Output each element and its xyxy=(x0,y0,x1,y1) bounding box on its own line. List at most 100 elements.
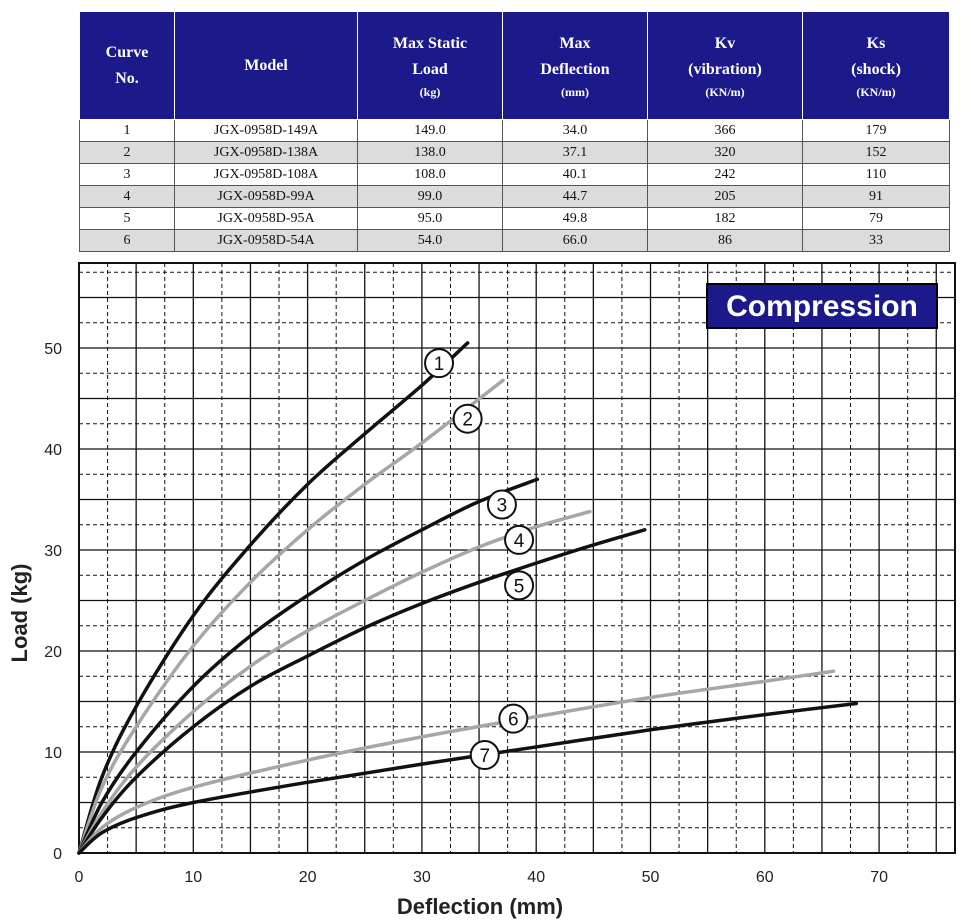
curve-2 xyxy=(77,378,505,855)
curve-6-label: 6 xyxy=(508,710,519,731)
x-tick-label: 0 xyxy=(75,869,84,886)
load-deflection-chart: 0 10 20 30 40 50 60 70 0 10 20 30 40 50 1 2 34 5 67 Compr… xyxy=(7,262,956,919)
table-cell: 179 xyxy=(802,119,950,142)
table-cell: 108.0 xyxy=(357,163,503,186)
y-tick-label: 20 xyxy=(44,644,62,661)
table-cell: 152 xyxy=(802,141,950,164)
table-cell: 110 xyxy=(802,163,950,186)
table-header-cell: Curve No. xyxy=(79,11,175,120)
table-cell: JGX-0958D-149A xyxy=(174,119,358,142)
table-cell: 49.8 xyxy=(502,207,648,230)
curve-7-label-circle xyxy=(469,740,500,771)
y-tick-label: 0 xyxy=(53,846,62,863)
x-tick-label: 60 xyxy=(756,869,774,886)
table-header-unit: (KN/m) xyxy=(705,84,745,99)
chart-grid xyxy=(78,262,956,854)
plot-frame xyxy=(78,262,956,854)
curve-1-label-circle xyxy=(424,348,455,379)
curve-4-label: 4 xyxy=(514,531,525,552)
curve-1 xyxy=(77,341,470,855)
curve-2-label: 2 xyxy=(462,410,473,431)
table-cell: 44.7 xyxy=(502,185,648,208)
table-header-text: (shock) xyxy=(851,60,901,78)
table-row: 1 JGX-0958D-149A 149.0 34.0 366 179 xyxy=(79,119,950,142)
curve-5-label: 5 xyxy=(514,576,525,597)
table-cell: 366 xyxy=(647,119,803,142)
table-header-text: Load xyxy=(412,60,448,78)
curve-5-label-circle xyxy=(504,570,535,601)
table-cell: 66.0 xyxy=(502,229,648,252)
table-cell: JGX-0958D-95A xyxy=(174,207,358,230)
table-header-text: No. xyxy=(115,69,139,87)
table-cell: 33 xyxy=(802,229,950,252)
compression-badge-text: Compression xyxy=(726,290,918,323)
curve-labels: 1 2 34 5 67 xyxy=(424,348,535,771)
table-header-text: Model xyxy=(244,56,288,74)
x-tick-label: 20 xyxy=(299,869,317,886)
table-cell: 1 xyxy=(79,119,175,142)
table-cell: 3 xyxy=(79,163,175,186)
curve-4-label-circle xyxy=(504,524,535,555)
table-header-unit: (kg) xyxy=(419,84,441,99)
table-header-unit: (mm) xyxy=(561,84,589,99)
y-axis-label: Load (kg) xyxy=(7,564,32,663)
table-cell: 79 xyxy=(802,207,950,230)
table-cell: 320 xyxy=(647,141,803,164)
table-header-cell: Max Deflection (mm) xyxy=(502,11,648,120)
y-tick-label: 30 xyxy=(44,543,62,560)
table-header-text: Max Static xyxy=(392,34,468,52)
table-header-cell: Kv (vibration) (KN/m) xyxy=(647,11,803,120)
chart-axes: 0 10 20 30 40 50 60 70 0 10 20 30 40 50 xyxy=(44,341,888,886)
y-tick-label: 40 xyxy=(44,442,62,459)
table-cell: 34.0 xyxy=(502,119,648,142)
compression-badge: Compression xyxy=(706,283,938,329)
table-row: 3 JGX-0958D-108A 108.0 40.1 242 110 xyxy=(79,163,950,186)
table-cell: 5 xyxy=(79,207,175,230)
compression-badge-background xyxy=(706,283,938,329)
x-tick-label: 10 xyxy=(184,869,202,886)
table-header-text: Kv xyxy=(714,34,736,52)
x-tick-label: 40 xyxy=(527,869,545,886)
table-row: 4 JGX-0958D-99A 99.0 44.7 205 91 xyxy=(79,185,950,208)
table-cell: 37.1 xyxy=(502,141,648,164)
table-cell: 86 xyxy=(647,229,803,252)
table-header-text: Ks xyxy=(866,34,886,52)
y-tick-label: 50 xyxy=(44,341,62,358)
table-header-cell: Model xyxy=(174,11,358,120)
curve-3 xyxy=(77,477,540,855)
table-cell: 4 xyxy=(79,185,175,208)
chart-curves xyxy=(77,341,858,855)
table-cell: JGX-0958D-138A xyxy=(174,141,358,164)
table-header-cell: Max Static Load (kg) xyxy=(357,11,503,120)
y-tick-label: 10 xyxy=(44,745,62,762)
table-cell: 149.0 xyxy=(357,119,503,142)
table-cell: JGX-0958D-54A xyxy=(174,229,358,252)
table-cell: 99.0 xyxy=(357,185,503,208)
table-cell: 2 xyxy=(79,141,175,164)
table-header-unit: (KN/m) xyxy=(856,84,896,99)
table-cell: 95.0 xyxy=(357,207,503,230)
curve-2-label-circle xyxy=(452,403,483,434)
table-cell: 6 xyxy=(79,229,175,252)
table-cell: 182 xyxy=(647,207,803,230)
curve-5 xyxy=(77,528,647,855)
table-cell: JGX-0958D-108A xyxy=(174,163,358,186)
table-header-text: (vibration) xyxy=(688,60,762,78)
curve-3-label: 3 xyxy=(497,496,508,517)
table-cell: 91 xyxy=(802,185,950,208)
table-body: 1 JGX-0958D-149A 149.0 34.0 366 179 2 JGX-0958D… xyxy=(79,119,950,252)
x-tick-label: 70 xyxy=(870,869,888,886)
table-cell: JGX-0958D-99A xyxy=(174,185,358,208)
table-cell: 205 xyxy=(647,185,803,208)
curve-1-label: 1 xyxy=(434,354,445,375)
curve-6 xyxy=(77,669,836,855)
table-cell: 138.0 xyxy=(357,141,503,164)
table-cell: 54.0 xyxy=(357,229,503,252)
curve-4 xyxy=(77,509,592,855)
x-axis-label: Deflection (mm) xyxy=(397,894,563,919)
table-header-row: Curve No. Model Max Static Load (kg) Max Deflec… xyxy=(79,11,950,120)
curve-7-label: 7 xyxy=(479,746,490,767)
x-tick-label: 30 xyxy=(413,869,431,886)
table-cell: 40.1 xyxy=(502,163,648,186)
curve-7 xyxy=(77,701,858,855)
